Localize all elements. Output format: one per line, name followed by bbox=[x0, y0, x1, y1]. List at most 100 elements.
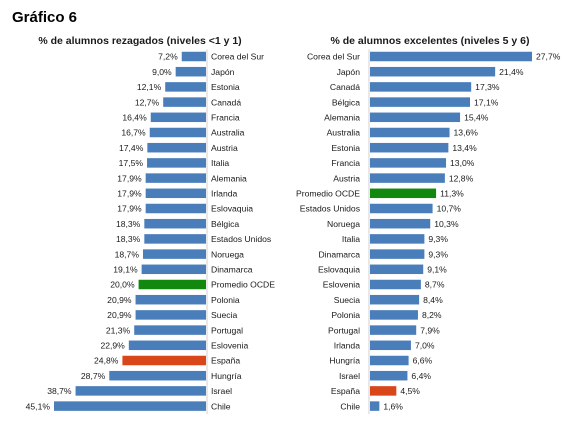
right-value-label-francia: 13,0% bbox=[450, 158, 475, 168]
right-value-label-dinamarca: 9,3% bbox=[428, 249, 448, 259]
left-category-label-belgica: Bélgica bbox=[211, 219, 239, 229]
left-category-label-noruega: Noruega bbox=[211, 249, 244, 259]
right-category-label-canada: Canadá bbox=[330, 82, 360, 92]
right-category-label-francia: Francia bbox=[331, 158, 360, 168]
right-bar-hungria bbox=[370, 355, 409, 366]
right-bar-estados-unidos bbox=[370, 203, 433, 214]
left-value-label-italia: 17,5% bbox=[119, 158, 144, 168]
left-bar-estonia bbox=[165, 82, 206, 92]
right-category-label-belgica: Bélgica bbox=[332, 97, 360, 107]
left-value-label-eslovenia: 22,9% bbox=[100, 341, 125, 351]
left-category-label-portugal: Portugal bbox=[211, 325, 243, 335]
right-value-label-irlanda: 7,0% bbox=[415, 341, 435, 351]
left-value-label-belgica: 18,3% bbox=[116, 219, 141, 229]
right-bar-irlanda bbox=[370, 340, 411, 351]
left-bar-portugal bbox=[134, 325, 206, 335]
left-value-label-noruega: 18,7% bbox=[115, 249, 140, 259]
left-value-label-chile: 45,1% bbox=[26, 401, 51, 411]
right-category-label-espana: España bbox=[331, 386, 360, 396]
left-chart-rezagados: % de alumnos rezagados (niveles <1 y 1) … bbox=[26, 35, 275, 415]
left-category-label-italia: Italia bbox=[211, 158, 229, 168]
left-category-label-corea-del-sur: Corea del Sur bbox=[211, 52, 264, 62]
left-value-label-portugal: 21,3% bbox=[106, 325, 131, 335]
left-value-label-dinamarca: 19,1% bbox=[113, 265, 138, 275]
left-bar-corea-del-sur bbox=[181, 51, 206, 62]
left-category-label-eslovaquia: Eslovaquia bbox=[211, 204, 253, 214]
left-bar-dinamarca bbox=[141, 264, 206, 275]
right-category-label-eslovenia: Eslovenia bbox=[323, 280, 360, 290]
left-value-label-alemania: 17,9% bbox=[117, 173, 142, 183]
left-category-label-israel: Israel bbox=[211, 386, 232, 396]
right-value-label-eslovaquia: 9,1% bbox=[427, 265, 447, 275]
right-bar-canada bbox=[370, 82, 472, 92]
right-category-label-irlanda: Irlanda bbox=[334, 341, 360, 351]
right-bar-promedio-ocde bbox=[370, 188, 437, 199]
right-value-label-hungria: 6,6% bbox=[413, 356, 433, 366]
left-category-label-alemania: Alemania bbox=[211, 173, 247, 183]
right-bar-italia bbox=[370, 234, 425, 244]
left-value-label-promedio-ocde: 20,0% bbox=[110, 280, 135, 290]
right-category-label-austria: Austria bbox=[333, 173, 360, 183]
right-bar-japon bbox=[370, 66, 496, 77]
left-bar-francia bbox=[150, 112, 206, 123]
right-value-label-alemania: 15,4% bbox=[464, 113, 489, 123]
right-value-label-espana: 4,5% bbox=[400, 386, 420, 396]
right-category-label-noruega: Noruega bbox=[327, 219, 360, 229]
right-value-label-chile: 1,6% bbox=[383, 401, 403, 411]
left-category-label-austria: Austria bbox=[211, 143, 238, 153]
right-value-label-portugal: 7,9% bbox=[420, 325, 440, 335]
right-bar-eslovenia bbox=[370, 279, 421, 290]
right-value-label-eslovenia: 8,7% bbox=[425, 280, 445, 290]
left-bar-eslovenia bbox=[128, 340, 206, 351]
left-bar-japon bbox=[175, 66, 206, 77]
left-value-label-canada: 12,7% bbox=[135, 97, 160, 107]
left-value-label-corea-del-sur: 7,2% bbox=[158, 52, 178, 62]
right-bar-francia bbox=[370, 158, 447, 168]
left-value-label-hungria: 28,7% bbox=[81, 371, 106, 381]
left-value-label-austria: 17,4% bbox=[119, 143, 144, 153]
left-value-label-eslovaquia: 17,9% bbox=[117, 204, 142, 214]
left-bar-eslovaquia bbox=[145, 203, 206, 214]
right-category-label-hungria: Hungría bbox=[329, 356, 360, 366]
left-category-label-suecia: Suecia bbox=[211, 310, 237, 320]
right-bar-corea-del-sur bbox=[370, 51, 532, 62]
right-bar-polonia bbox=[370, 310, 418, 320]
right-category-label-promedio-ocde: Promedio OCDE bbox=[296, 189, 360, 199]
right-value-label-noruega: 10,3% bbox=[434, 219, 459, 229]
right-bar-noruega bbox=[370, 218, 431, 229]
right-bar-australia bbox=[370, 127, 450, 138]
left-bar-israel bbox=[75, 386, 206, 396]
left-category-label-dinamarca: Dinamarca bbox=[211, 265, 253, 275]
right-category-label-japon: Japón bbox=[337, 67, 361, 77]
left-category-label-estonia: Estonia bbox=[211, 82, 240, 92]
right-value-label-corea-del-sur: 27,7% bbox=[536, 52, 561, 62]
left-category-label-chile: Chile bbox=[211, 401, 231, 411]
right-chart-marks: Corea del Sur 27,7% Japón 21,4% Canadá 17,3% B… bbox=[296, 49, 561, 415]
left-value-label-francia: 16,4% bbox=[122, 113, 147, 123]
left-bar-hungria bbox=[109, 370, 206, 381]
right-bar-belgica bbox=[370, 97, 471, 107]
right-value-label-belgica: 17,1% bbox=[474, 97, 499, 107]
left-category-label-estados-unidos: Estados Unidos bbox=[211, 234, 271, 244]
left-value-label-australia: 16,7% bbox=[121, 128, 146, 138]
right-value-label-austria: 12,8% bbox=[449, 173, 474, 183]
left-bar-canada bbox=[163, 97, 206, 107]
left-value-label-suecia: 20,9% bbox=[107, 310, 132, 320]
right-bar-espana bbox=[370, 386, 397, 396]
left-value-label-israel: 38,7% bbox=[47, 386, 72, 396]
right-category-label-australia: Australia bbox=[327, 128, 361, 138]
left-category-label-eslovenia: Eslovenia bbox=[211, 341, 248, 351]
right-category-label-alemania: Alemania bbox=[324, 113, 360, 123]
right-bar-dinamarca bbox=[370, 249, 425, 259]
left-bar-alemania bbox=[145, 173, 206, 183]
left-category-label-espana: España bbox=[211, 356, 240, 366]
left-bar-austria bbox=[147, 142, 206, 153]
left-value-label-polonia: 20,9% bbox=[107, 295, 132, 305]
right-value-label-estonia: 13,4% bbox=[452, 143, 477, 153]
left-bar-australia bbox=[149, 127, 206, 138]
right-value-label-japon: 21,4% bbox=[499, 67, 524, 77]
right-bar-israel bbox=[370, 370, 408, 381]
left-category-label-canada: Canadá bbox=[211, 97, 241, 107]
right-value-label-israel: 6,4% bbox=[411, 371, 431, 381]
left-category-label-japon: Japón bbox=[211, 67, 235, 77]
